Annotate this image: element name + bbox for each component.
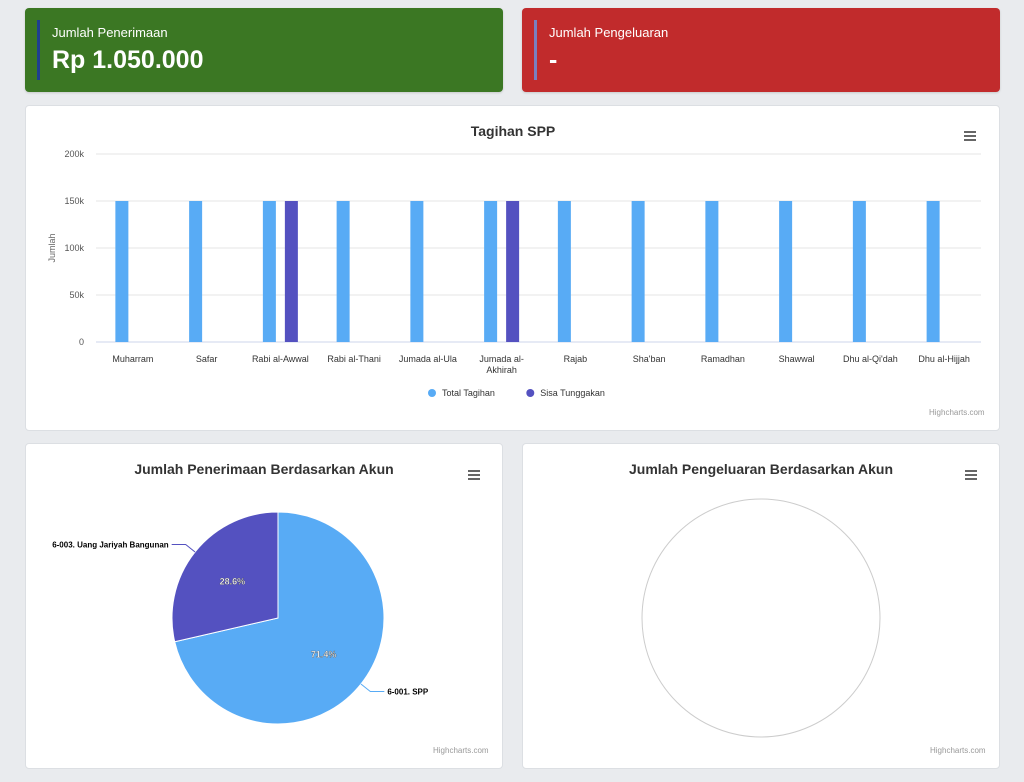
chart-title: Jumlah Penerimaan Berdasarkan Akun [134,461,393,477]
bar-total-tagihan[interactable] [705,201,719,342]
x-tick-label: Rabi al-Thani [327,354,381,364]
card-accent-bar [534,20,537,80]
x-tick-label: Muharram [112,354,153,364]
legend-symbol [526,389,535,397]
tagihan-spp-chart: Tagihan SPP Jumlah 0 50k 100k 150k 200k Muha… [47,123,981,398]
y-tick-label: 150k [64,196,84,206]
bar-sisa-tunggakan[interactable] [506,201,520,342]
bar-total-tagihan[interactable] [926,201,940,342]
bar-total-tagihan[interactable] [484,201,498,342]
x-tick-label: Dhu al-Qi'dah [843,354,898,364]
pengeluaran-pie-panel: Jumlah Pengeluaran Berdasarkan Akun High… [522,443,1000,769]
x-tick-label: Rabi al-Awwal [252,354,309,364]
pengeluaran-pie-chart: Jumlah Pengeluaran Berdasarkan Akun [629,461,893,738]
income-value: Rp 1.050.000 [52,46,204,74]
pie-slice-name: 6-003. Uang Jariyah Bangunan [52,541,169,550]
bar-sisa-tunggakan[interactable] [284,201,298,342]
bar-total-tagihan[interactable] [115,201,129,342]
y-tick-label: 200k [64,149,84,159]
income-label: Jumlah Penerimaan [52,25,168,40]
chart-credits[interactable]: Highcharts.com [433,746,489,755]
x-tick-label: Rajab [564,354,588,364]
x-tick-label: Jumada al-Ula [399,354,457,364]
pie-slice-name: 6-001. SPP [387,687,429,696]
y-tick-label: 100k [64,243,84,253]
pie-percent-label: 28.6% [220,577,246,587]
expense-card: Jumlah Pengeluaran - [522,8,1000,92]
chart-menu-icon[interactable] [468,470,480,480]
legend-symbol [428,389,436,397]
pie-connector [360,683,385,692]
bar-total-tagihan[interactable] [262,201,276,342]
chart-title: Jumlah Pengeluaran Berdasarkan Akun [629,461,893,477]
bar-total-tagihan[interactable] [189,201,203,342]
bar-total-tagihan[interactable] [336,201,350,342]
penerimaan-pie-panel: Jumlah Penerimaan Berdasarkan Akun 71.4%… [25,443,503,769]
penerimaan-pie-chart: Jumlah Penerimaan Berdasarkan Akun 71.4%… [52,461,429,725]
expense-label: Jumlah Pengeluaran [549,25,669,40]
pie-connector [171,544,196,553]
legend-label: Sisa Tunggakan [540,388,605,398]
legend-item[interactable]: Sisa Tunggakan [526,388,605,398]
chart-title: Tagihan SPP [471,123,556,139]
y-tick-label: 0 [79,337,84,347]
pie-slice[interactable] [171,511,279,643]
bar-total-tagihan[interactable] [631,201,645,342]
x-tick-label: Safar [196,354,218,364]
x-tick-label: Jumada al-Akhirah [479,354,524,375]
chart-credits[interactable]: Highcharts.com [929,408,985,417]
bar-total-tagihan[interactable] [852,201,866,342]
expense-value: - [549,46,558,74]
pie-percent-label: 71.4% [311,649,337,659]
legend-label: Total Tagihan [442,388,495,398]
chart-menu-icon[interactable] [964,131,976,141]
x-tick-label: Ramadhan [701,354,745,364]
income-card: Jumlah Penerimaan Rp 1.050.000 [25,8,503,92]
y-axis-label: Jumlah [47,233,57,262]
chart-credits[interactable]: Highcharts.com [930,746,986,755]
card-accent-bar [37,20,40,80]
chart-menu-icon[interactable] [965,470,977,480]
pie-slice[interactable] [174,511,385,725]
x-tick-label: Dhu al-Hijjah [918,354,970,364]
empty-pie-outline [641,498,881,738]
tagihan-spp-panel: Tagihan SPP Jumlah 0 50k 100k 150k 200k Muha… [25,105,1000,431]
bar-total-tagihan[interactable] [410,201,424,342]
x-tick-label: Shawwal [779,354,815,364]
x-tick-label: Sha'ban [633,354,666,364]
bar-total-tagihan[interactable] [779,201,793,342]
y-tick-label: 50k [69,290,84,300]
legend-item[interactable]: Total Tagihan [428,388,495,398]
bar-total-tagihan[interactable] [557,201,571,342]
